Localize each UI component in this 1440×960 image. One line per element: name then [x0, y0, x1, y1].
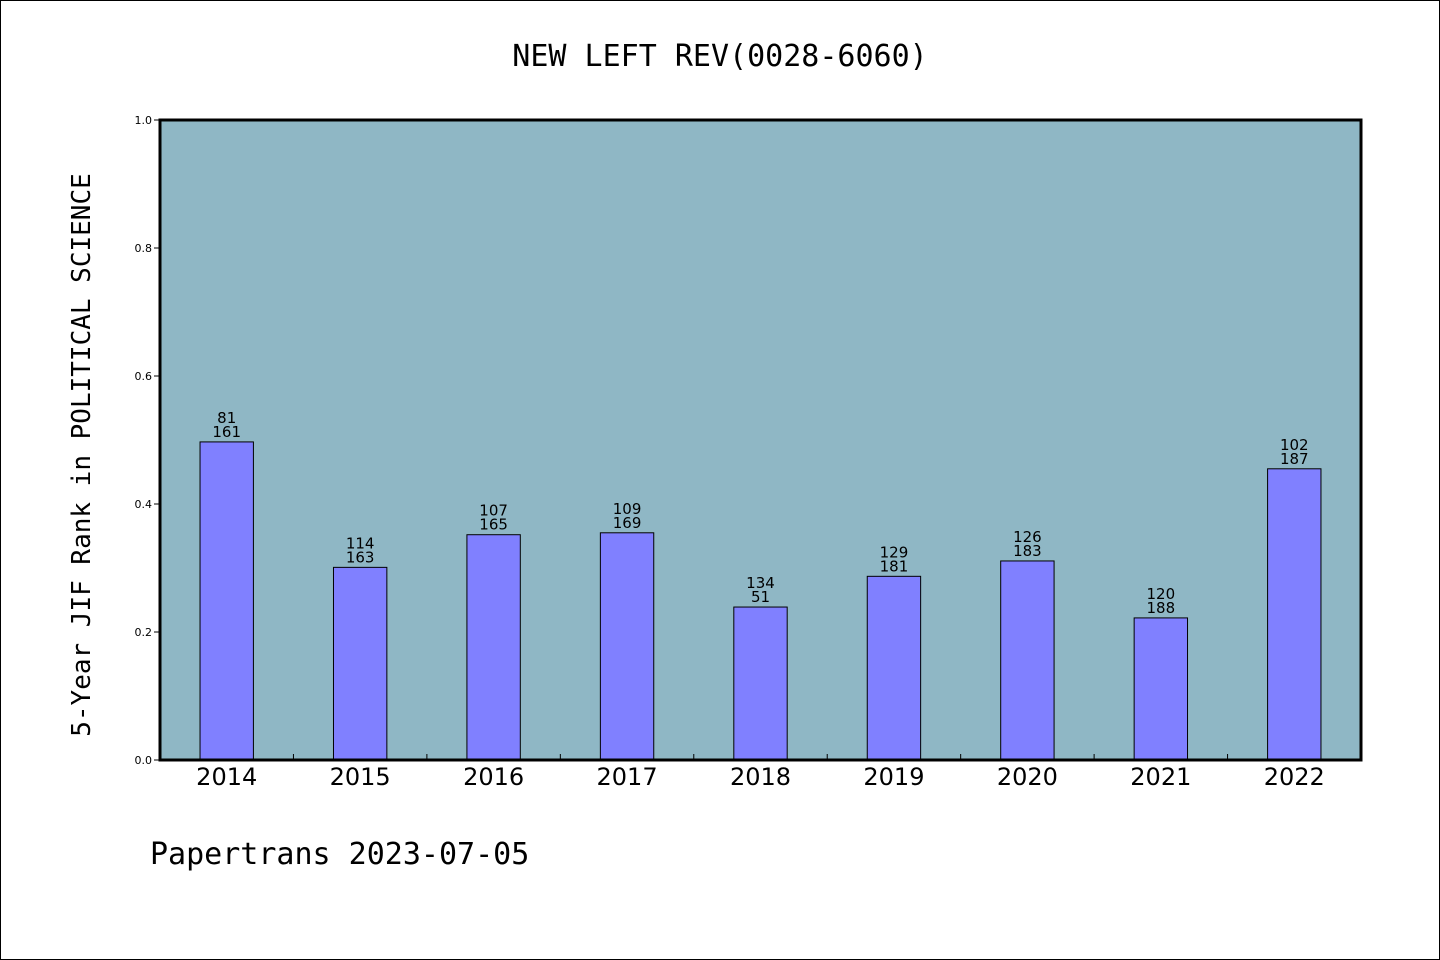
bar-2016	[466, 534, 521, 761]
data-label-top: 109	[613, 500, 642, 518]
y-tick-label: 0.0	[135, 754, 153, 767]
data-label-bottom: 188	[1147, 599, 1176, 617]
x-tick-label: 2021	[1130, 763, 1191, 791]
data-label-top: 81	[217, 409, 236, 427]
x-tick-label: 2014	[196, 763, 257, 791]
x-tick-label: 2022	[1264, 763, 1325, 791]
plot-border	[158, 118, 1363, 762]
bar-2018	[733, 606, 788, 761]
x-tick-label: 2019	[863, 763, 924, 791]
x-tick-label: 2017	[597, 763, 658, 791]
x-tick-label: 2020	[997, 763, 1058, 791]
footer-credit: Papertrans 2023-07-05	[150, 837, 529, 872]
bar-2017	[599, 532, 655, 761]
data-label-bottom: 161	[212, 423, 241, 441]
data-label-bottom: 169	[613, 514, 642, 532]
bar-2020	[1000, 560, 1055, 761]
x-tick-label: 2015	[330, 763, 391, 791]
data-label-top: 134	[746, 574, 775, 592]
bar-2019	[866, 575, 922, 761]
y-tick-label: 0.6	[135, 370, 153, 383]
x-tick-label: 2018	[730, 763, 791, 791]
bar-2014	[199, 441, 254, 761]
data-label-top: 107	[479, 502, 508, 520]
data-label-bottom: 51	[751, 588, 770, 606]
y-tick-label: 1.0	[135, 114, 153, 127]
y-tick-label: 0.2	[135, 626, 153, 639]
data-label-top: 102	[1280, 436, 1309, 454]
data-label-top: 120	[1147, 585, 1176, 603]
bar-2015	[332, 566, 388, 761]
data-label-bottom: 163	[346, 548, 375, 566]
data-label-bottom: 183	[1013, 542, 1042, 560]
bar-2022	[1267, 468, 1322, 761]
chart-title: NEW LEFT REV(0028-6060)	[512, 39, 927, 74]
bar-2021	[1133, 617, 1189, 761]
data-label-top: 126	[1013, 528, 1042, 546]
data-label-top: 114	[346, 534, 375, 552]
data-label-bottom: 165	[479, 516, 508, 534]
data-label-bottom: 181	[880, 557, 909, 575]
data-label-bottom: 187	[1280, 450, 1309, 468]
y-tick-label: 0.4	[135, 498, 153, 511]
y-axis-label: 5-Year JIF Rank in POLITICAL SCIENCE	[67, 173, 97, 737]
x-tick-label: 2016	[463, 763, 524, 791]
data-label-top: 129	[880, 543, 909, 561]
y-tick-label: 0.8	[135, 242, 153, 255]
